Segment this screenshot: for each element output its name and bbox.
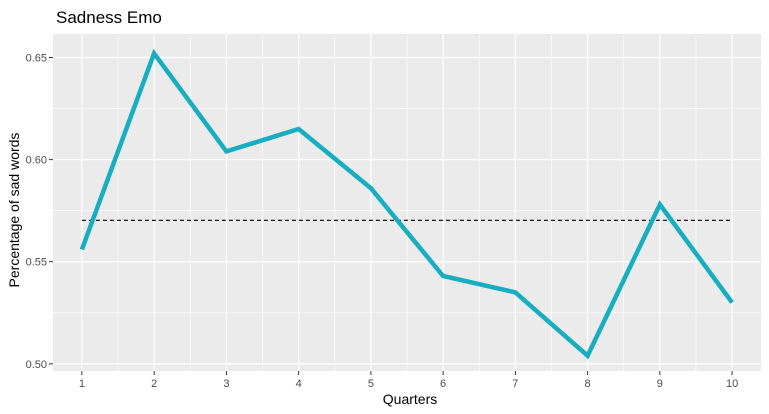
y-tick-label: 0.55 <box>26 257 47 269</box>
x-tick-label: 6 <box>440 378 446 390</box>
series-group <box>79 48 734 360</box>
x-tick-label: 1 <box>79 378 85 390</box>
series-line <box>79 48 734 360</box>
x-tick-label: 3 <box>223 378 229 390</box>
x-tick-label: 10 <box>726 378 738 390</box>
x-axis: 1 2 3 4 5 6 7 8 9 10 <box>79 371 738 390</box>
x-tick-label: 8 <box>585 378 591 390</box>
y-tick-label: 0.50 <box>26 359 47 371</box>
y-tick-label: 0.65 <box>26 52 47 64</box>
x-axis-title: Quarters <box>383 391 437 407</box>
chart-title: Sadness Emo <box>56 8 162 27</box>
x-tick-label: 5 <box>368 378 374 390</box>
y-tick-label: 0.60 <box>26 155 47 167</box>
x-tick-label: 7 <box>512 378 518 390</box>
x-tick-label: 2 <box>151 378 157 390</box>
x-tick-label: 4 <box>296 378 302 390</box>
grid-major <box>53 34 761 371</box>
y-axis-title: Percentage of sad words <box>6 133 22 288</box>
grid-minor <box>53 34 761 371</box>
x-tick-label: 9 <box>657 378 663 390</box>
y-axis: 0.50 0.55 0.60 0.65 <box>26 52 53 371</box>
